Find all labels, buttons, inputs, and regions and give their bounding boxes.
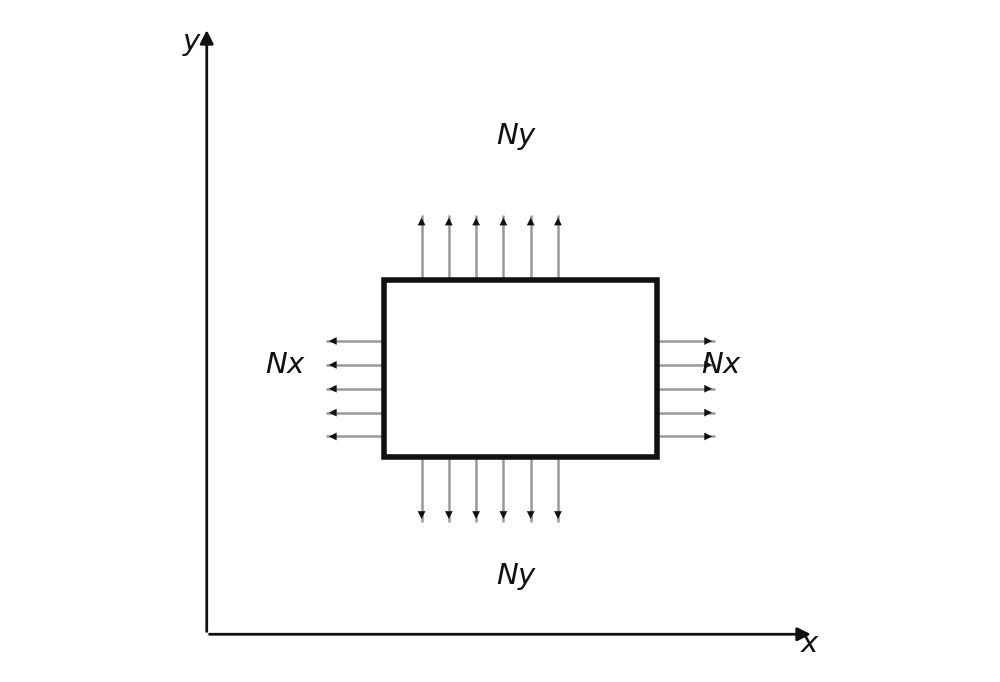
Bar: [384, 280, 657, 457]
Text: $Nx$: $Nx$: [265, 351, 306, 379]
Text: $Ny$: $Ny$: [496, 121, 538, 152]
Text: $x$: $x$: [800, 630, 820, 659]
Text: $Ny$: $Ny$: [496, 561, 538, 592]
Text: $y$: $y$: [182, 30, 202, 59]
Text: $Nx$: $Nx$: [701, 351, 742, 379]
